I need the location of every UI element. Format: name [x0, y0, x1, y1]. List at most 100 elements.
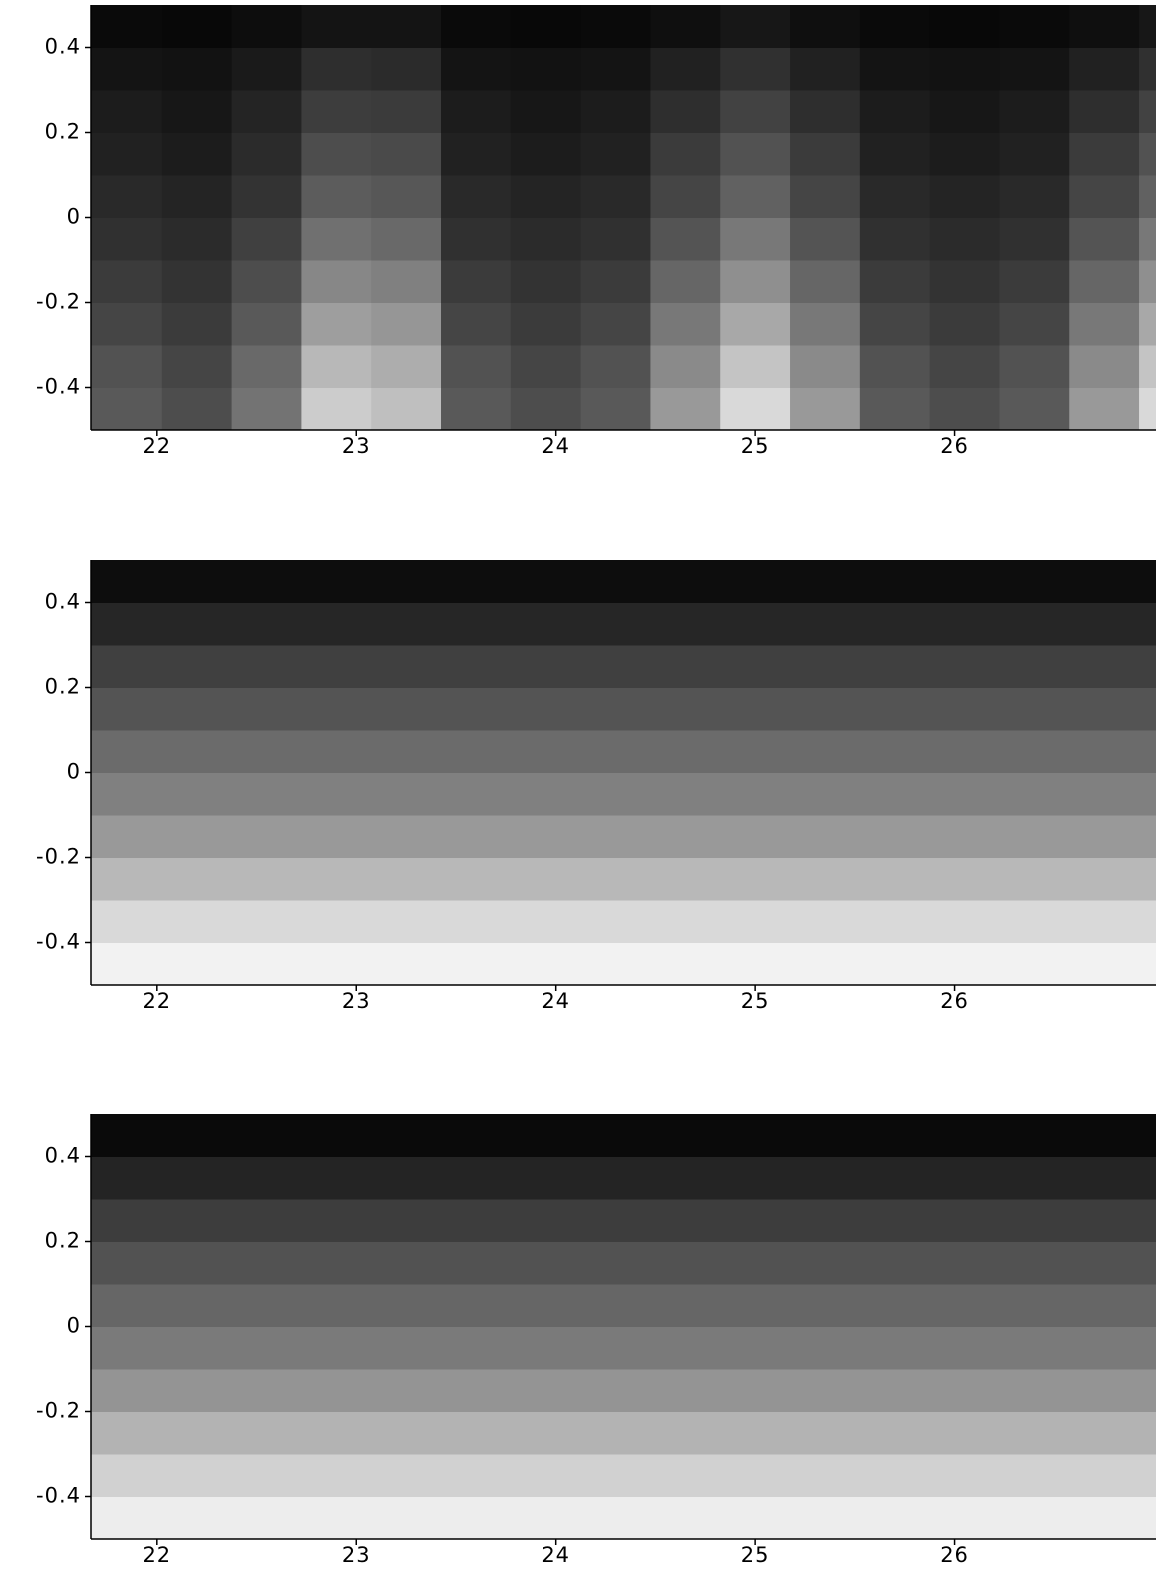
heatmap-cell — [999, 217, 1070, 261]
heatmap-cell — [371, 387, 442, 430]
heatmap-cell — [161, 175, 233, 218]
x-tick-label: 23 — [342, 434, 371, 458]
heatmap-cell — [999, 175, 1070, 218]
heatmap-cell — [371, 302, 442, 346]
heatmap-cell — [301, 302, 372, 346]
heatmap-cell — [1139, 132, 1156, 176]
x-tick-label: 24 — [541, 1543, 570, 1567]
heatmap-cell — [301, 47, 372, 91]
y-tick-label: 0.2 — [45, 1229, 81, 1253]
heatmap-cell — [231, 387, 302, 430]
heatmap-cell — [929, 387, 1000, 430]
heatmap-cell — [371, 175, 442, 218]
heatmap-cell — [91, 602, 1156, 646]
heatmap-cell — [441, 90, 512, 133]
heatmap-cell — [859, 345, 931, 388]
heatmap-cell — [91, 857, 1156, 901]
heatmap-cell — [510, 175, 582, 218]
heatmap-cell — [720, 217, 791, 261]
heatmap-cell — [1139, 217, 1156, 261]
heatmap-cell — [859, 132, 931, 176]
heatmap-cell — [371, 132, 442, 176]
heatmap-cell — [580, 302, 651, 346]
x-tick-label: 22 — [142, 989, 171, 1013]
heatmap-cell — [301, 217, 372, 261]
heatmap-cell — [161, 47, 233, 91]
x-tick-label: 24 — [541, 989, 570, 1013]
heatmap-cell — [441, 260, 512, 303]
x-tick-label: 22 — [142, 1543, 171, 1567]
heatmap-cell — [790, 302, 861, 346]
heatmap-cell — [650, 90, 721, 133]
heatmap-cell — [720, 260, 791, 303]
heatmap-cell — [91, 687, 1156, 731]
heatmap-cell — [790, 132, 861, 176]
heatmap-cell — [650, 260, 721, 303]
heatmap-cell — [1069, 302, 1140, 346]
heatmap-cell — [91, 132, 163, 176]
heatmap-cell — [510, 302, 582, 346]
heatmap-cell — [999, 302, 1070, 346]
heatmap-cell — [91, 90, 163, 133]
heatmap-cell — [999, 5, 1070, 48]
y-tick-label: 0.2 — [45, 120, 81, 144]
x-tick-label: 25 — [741, 1543, 770, 1567]
heatmap-cell — [1069, 260, 1140, 303]
heatmap-cell — [441, 47, 512, 91]
y-tick-label: 0.4 — [45, 35, 81, 59]
heatmap-cell — [371, 5, 442, 48]
heatmap-cell — [231, 132, 302, 176]
heatmap-cell — [231, 345, 302, 388]
heatmap-cell — [91, 772, 1156, 816]
heatmap-cell — [1069, 387, 1140, 430]
heatmap-cell — [161, 345, 233, 388]
y-tick-label: -0.4 — [36, 375, 81, 399]
heatmap-cell — [91, 730, 1156, 773]
heatmap-cell — [580, 387, 651, 430]
heatmap-cell — [1069, 90, 1140, 133]
heatmap-cell — [91, 260, 163, 303]
heatmap-cell — [650, 5, 721, 48]
heatmap-cell — [650, 132, 721, 176]
heatmap-cell — [441, 5, 512, 48]
heatmap-cell — [371, 90, 442, 133]
heatmap-cell — [999, 90, 1070, 133]
heatmap-cell — [91, 1156, 1156, 1200]
heatmap-cell — [371, 47, 442, 91]
heatmap-cell — [1069, 217, 1140, 261]
y-tick-label: -0.4 — [36, 930, 81, 954]
heatmap-cell — [790, 260, 861, 303]
heatmap-cell — [859, 47, 931, 91]
heatmap-cell — [161, 217, 233, 261]
heatmap-cell — [91, 1326, 1156, 1370]
heatmap-cell — [720, 175, 791, 218]
heatmap-cell — [929, 217, 1000, 261]
heatmap-cell — [1139, 345, 1156, 388]
heatmap-cell — [231, 217, 302, 261]
x-tick-label: 23 — [342, 989, 371, 1013]
heatmap-cell — [91, 302, 163, 346]
heatmap-cell — [580, 217, 651, 261]
heatmap-cell — [1139, 302, 1156, 346]
heatmap-cell — [1139, 387, 1156, 430]
heatmap-cell — [91, 217, 163, 261]
heatmap-cell — [859, 175, 931, 218]
x-tick-label: 25 — [741, 989, 770, 1013]
heatmap-cell — [91, 1369, 1156, 1412]
heatmap-cell — [91, 900, 1156, 943]
heatmap-cell — [929, 345, 1000, 388]
panel: -0.4 -0.2 0 0.2 0.4 22 23 24 25 26 — [36, 560, 1156, 1013]
heatmap-cell — [650, 175, 721, 218]
heatmap-cell — [510, 47, 582, 91]
heatmap-cell — [650, 387, 721, 430]
heatmap-cell — [929, 302, 1000, 346]
x-tick-label: 23 — [342, 1543, 371, 1567]
heatmap-cell — [510, 345, 582, 388]
heatmap-cell — [441, 175, 512, 218]
heatmap-cell — [859, 217, 931, 261]
heatmap-cell — [91, 560, 1156, 603]
heatmap-cell — [91, 47, 163, 91]
heatmap-cell — [720, 90, 791, 133]
